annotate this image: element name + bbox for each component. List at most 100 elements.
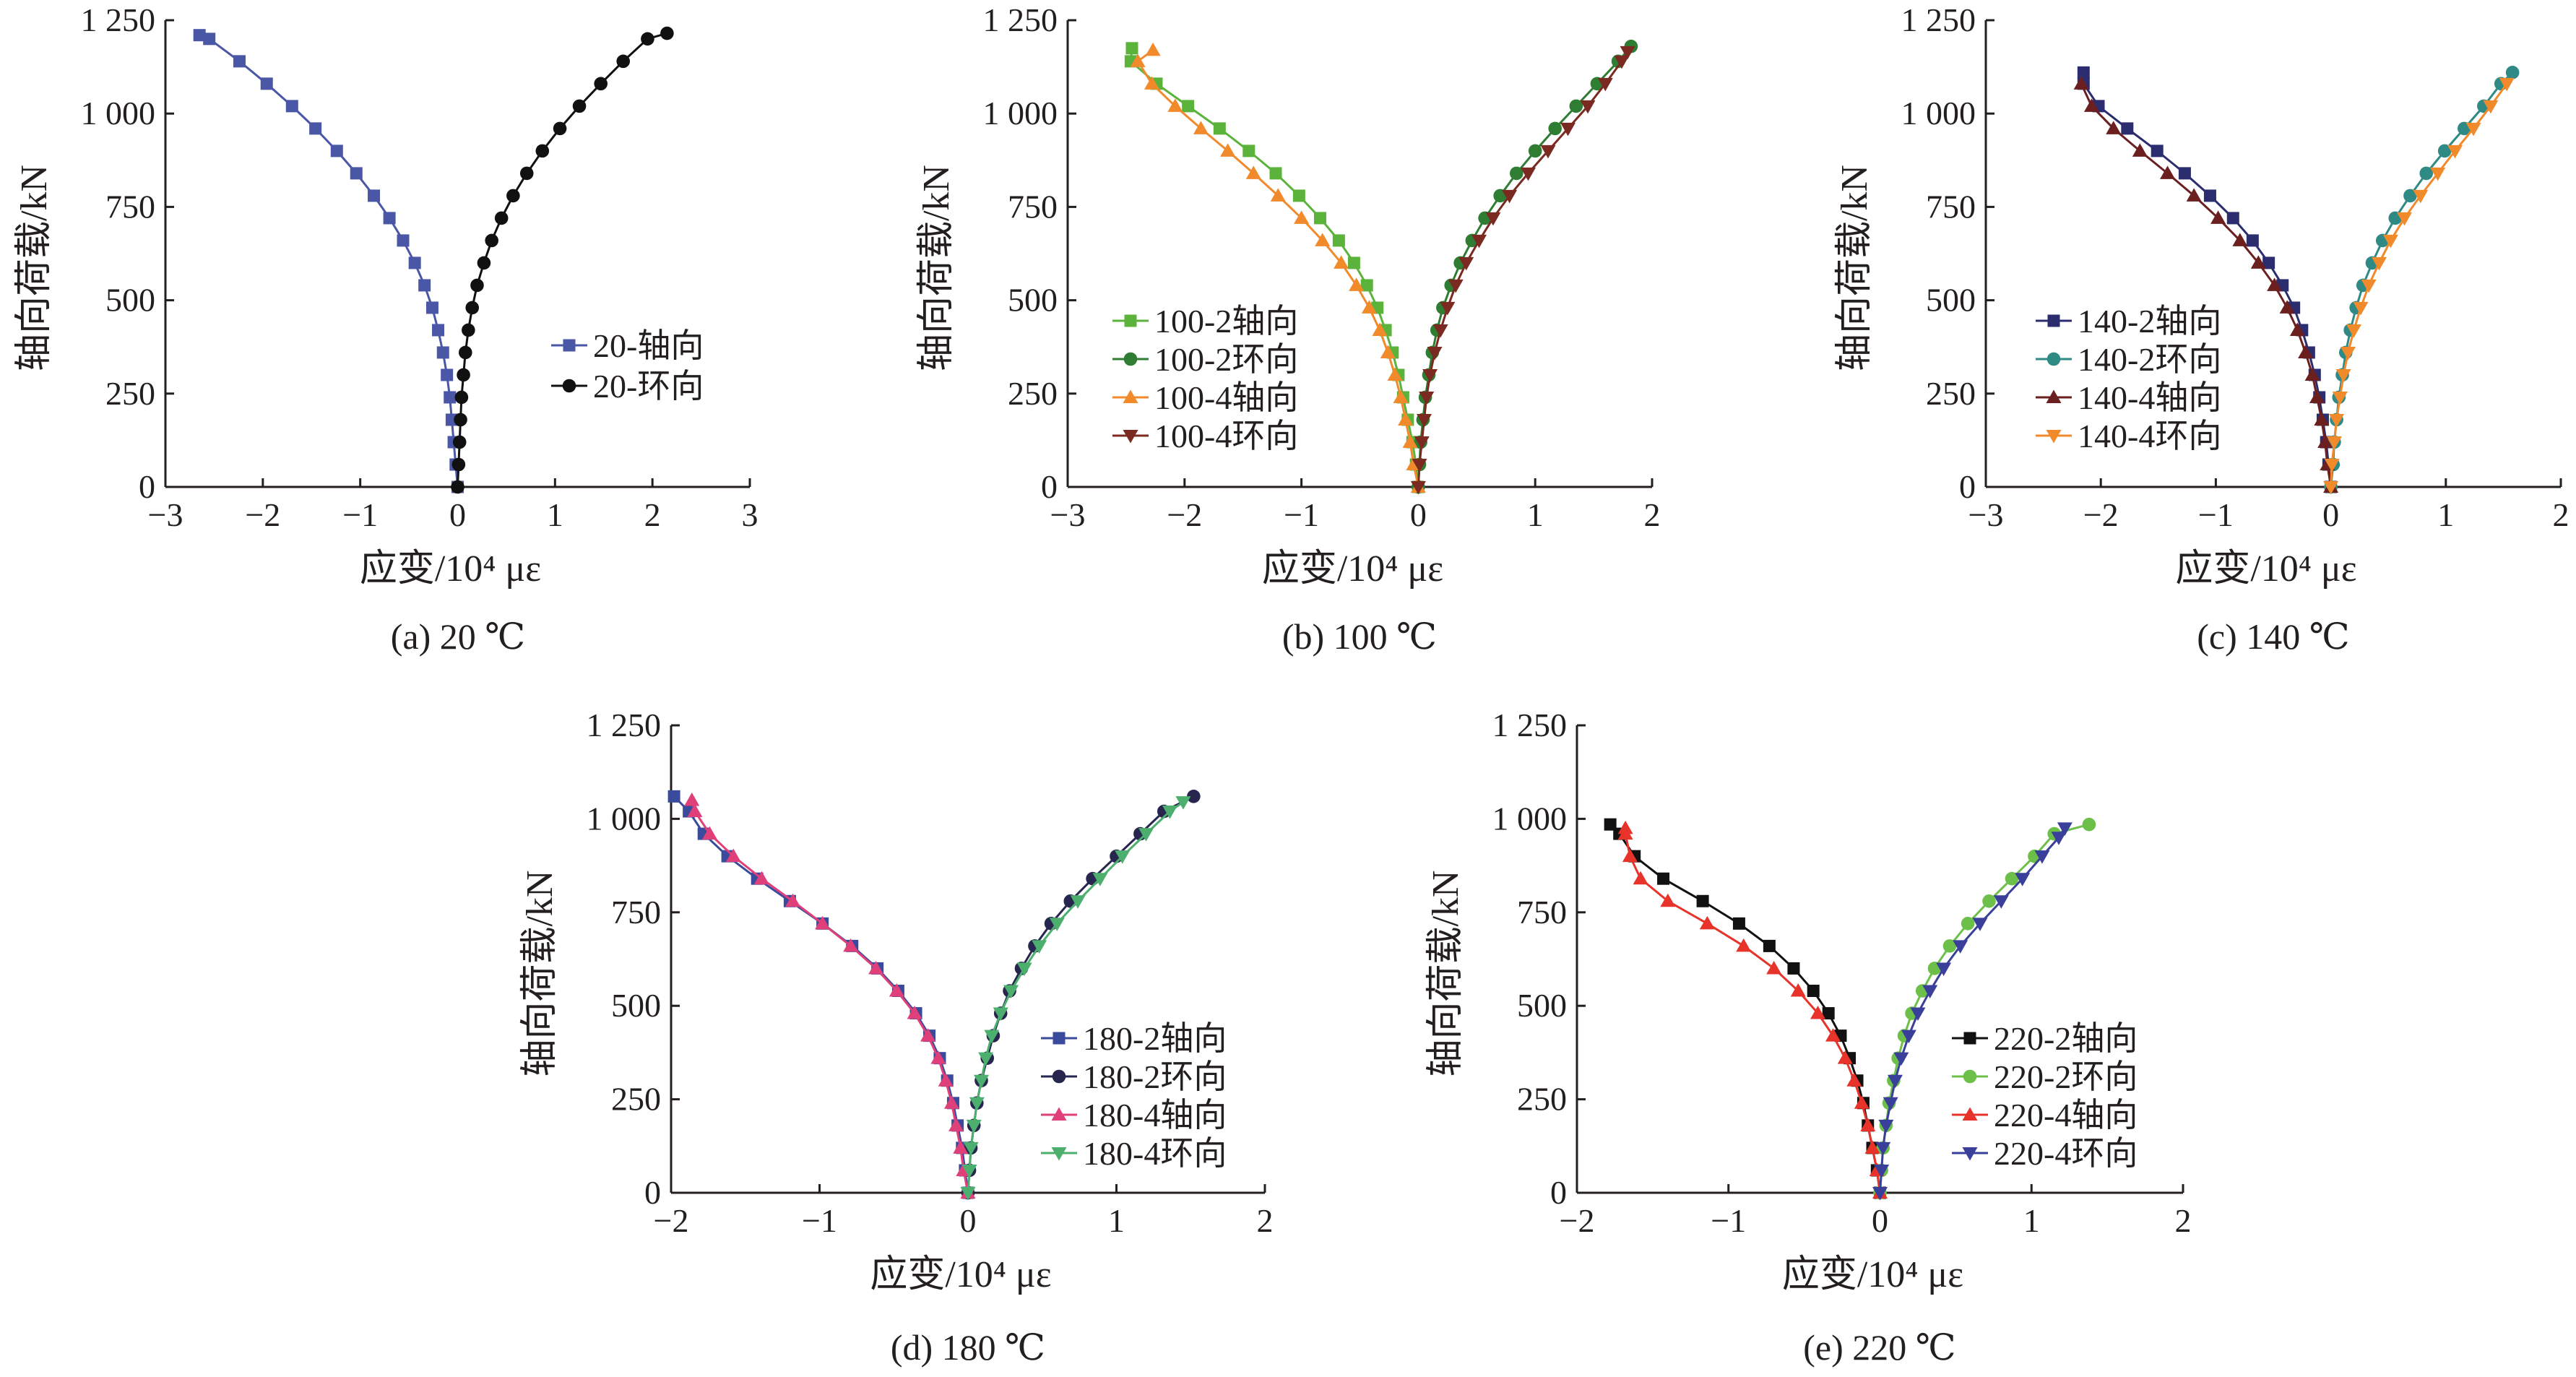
legend-item: 140-2环向 xyxy=(2036,341,2221,378)
legend-item: 140-4轴向 xyxy=(2036,379,2221,416)
data-point xyxy=(1412,458,1427,472)
legend-marker xyxy=(1962,1147,1978,1161)
x-tick-label: 1 xyxy=(1527,496,1544,533)
x-tick-label: −2 xyxy=(1560,1202,1595,1239)
legend-marker xyxy=(2046,352,2061,366)
panel-caption: (b) 100 ℃ xyxy=(1282,616,1437,657)
series-1 xyxy=(193,29,464,493)
data-point xyxy=(1213,122,1226,135)
data-point xyxy=(1597,77,1613,92)
legend-marker xyxy=(1123,352,1138,366)
legend-marker xyxy=(1962,1107,1978,1121)
data-point xyxy=(444,391,457,404)
data-point xyxy=(1736,938,1752,952)
data-point xyxy=(1617,820,1633,834)
data-point xyxy=(2353,301,2369,316)
chart-panel-5: −2 −1 0 1 2 0 250 500 750 1 000 1 250 应变/10⁴ με 轴向荷载… xyxy=(1425,707,2192,1368)
data-point xyxy=(2326,436,2342,450)
legend-marker xyxy=(1124,314,1137,327)
data-point xyxy=(2403,189,2417,203)
data-point xyxy=(1416,413,1432,428)
data-point xyxy=(1242,144,1255,157)
data-point xyxy=(397,234,410,247)
x-axis-title: 应变/10⁴ με xyxy=(360,548,541,590)
series-2 xyxy=(2324,66,2520,494)
data-point xyxy=(425,301,438,314)
data-point xyxy=(1125,42,1138,55)
series-line xyxy=(1417,46,1633,488)
x-tick-label: 2 xyxy=(2175,1202,2192,1239)
data-point xyxy=(2413,189,2429,204)
data-point xyxy=(2324,458,2340,472)
legend-label: 220-4轴向 xyxy=(1994,1097,2138,1134)
legend-item: 220-2轴向 xyxy=(1952,1020,2138,1057)
y-tick-label: 500 xyxy=(105,282,155,319)
data-point xyxy=(2340,346,2356,361)
data-point xyxy=(1410,481,1426,495)
data-point xyxy=(1448,279,1464,293)
panel-caption: (e) 220 ℃ xyxy=(1803,1327,1955,1368)
data-point xyxy=(330,144,343,157)
legend-label: 20-轴向 xyxy=(593,327,704,364)
series-line xyxy=(673,795,969,1193)
y-axis-title: 轴向荷载/kN xyxy=(1834,165,1875,371)
data-point xyxy=(687,803,703,818)
data-point xyxy=(594,77,608,91)
data-point xyxy=(1961,917,1975,931)
legend-item: 220-4环向 xyxy=(1952,1135,2138,1172)
legend-label: 20-环向 xyxy=(593,368,704,405)
data-point xyxy=(1315,233,1331,246)
data-point xyxy=(1993,895,2009,909)
data-point xyxy=(1872,1187,1888,1201)
data-point xyxy=(1883,1097,1898,1111)
data-point xyxy=(485,233,498,248)
legend-label: 140-4环向 xyxy=(2078,418,2221,454)
data-point xyxy=(2447,144,2463,159)
data-point xyxy=(2346,324,2361,338)
data-point xyxy=(553,121,567,136)
series-3 xyxy=(1130,42,1426,493)
data-point xyxy=(616,54,631,69)
data-point xyxy=(457,368,470,382)
legend-label: 100-4轴向 xyxy=(1154,379,1298,416)
data-point xyxy=(519,166,534,181)
series-1 xyxy=(667,790,974,1199)
y-tick-label: 1 250 xyxy=(1901,1,1976,38)
data-point xyxy=(1387,367,1403,381)
data-point xyxy=(1893,1052,1909,1066)
data-point xyxy=(1402,434,1418,448)
data-point xyxy=(843,938,859,952)
x-tick-label: −2 xyxy=(654,1202,689,1239)
data-point xyxy=(938,1073,954,1087)
panel-caption: (c) 140 ℃ xyxy=(2197,616,2349,657)
y-tick-label: 1 250 xyxy=(1492,707,1568,743)
data-point xyxy=(1548,121,1563,136)
data-point xyxy=(2132,143,2148,157)
data-point xyxy=(1313,212,1326,225)
chart-panel-3: −3 −2 −1 0 1 2 0 250 500 750 1 000 1 250 应变/10⁴ με 轴向… xyxy=(1834,1,2569,657)
x-tick-label: −2 xyxy=(1167,496,1202,533)
legend-item: 220-2环向 xyxy=(1952,1058,2138,1095)
data-point xyxy=(2015,873,2031,886)
y-tick-label: 750 xyxy=(1926,188,1976,225)
data-point xyxy=(2289,322,2305,336)
y-tick-label: 250 xyxy=(611,1081,661,1118)
data-point xyxy=(1922,985,1938,998)
data-point xyxy=(2082,817,2096,832)
x-tick-label: 1 xyxy=(2437,496,2454,533)
x-tick-label: −1 xyxy=(802,1202,837,1239)
series-2 xyxy=(451,26,674,494)
legend-item: 100-2环向 xyxy=(1112,341,1298,378)
data-point xyxy=(383,212,396,225)
data-point xyxy=(1942,939,1957,953)
y-tick-label: 500 xyxy=(611,987,661,1024)
data-point xyxy=(2437,144,2452,158)
data-point xyxy=(1953,940,1968,954)
data-point xyxy=(1372,322,1388,336)
data-point xyxy=(963,1141,979,1156)
data-point xyxy=(477,256,491,270)
legend-label: 100-2轴向 xyxy=(1154,303,1298,340)
data-point xyxy=(1032,940,1047,954)
data-point xyxy=(2267,277,2283,291)
legend-label: 140-2环向 xyxy=(2078,341,2221,378)
